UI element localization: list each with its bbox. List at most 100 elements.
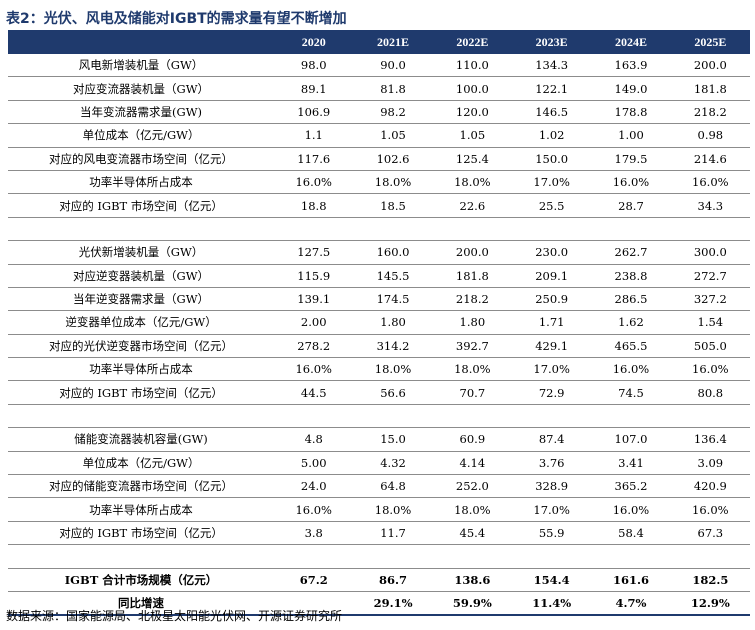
- cell-value: 34.3: [670, 193, 750, 218]
- cell-value: 200.0: [670, 54, 750, 78]
- cell-value: 4.8: [274, 427, 354, 452]
- cell-value: 87.4: [512, 427, 592, 452]
- spacer-cell: [432, 217, 513, 242]
- spacer-cell: [353, 404, 433, 429]
- cell-value: 1.54: [670, 310, 750, 335]
- cell-value: 28.7: [591, 193, 671, 218]
- cell-value: 4.14: [432, 451, 513, 476]
- cell-value: 115.9: [274, 264, 354, 288]
- spacer-cell: [8, 544, 275, 569]
- cell-value: 18.0%: [353, 170, 433, 195]
- cell-value: 230.0: [512, 240, 592, 265]
- cell-value: 252.0: [432, 474, 513, 499]
- spacer-cell: [670, 217, 750, 242]
- cell-value: 11.7: [353, 521, 433, 546]
- cell-value: 3.09: [670, 451, 750, 476]
- spacer-cell: [274, 404, 354, 429]
- cell-value: 120.0: [432, 100, 513, 125]
- row-label: 对应的 IGBT 市场空间（亿元）: [8, 193, 275, 218]
- cell-value: 16.0%: [274, 170, 354, 195]
- cell-value: 209.1: [512, 264, 592, 288]
- cell-value: 18.5: [353, 193, 433, 218]
- table-row: 功率半导体所占成本 16.0% 18.0% 18.0% 17.0% 16.0% 16.0%: [8, 497, 750, 522]
- cell-value: 139.1: [274, 287, 354, 312]
- cell-value: 328.9: [512, 474, 592, 499]
- cell-value: 64.8: [353, 474, 433, 499]
- spacer-cell: [432, 404, 513, 429]
- header-year: 2020: [274, 30, 354, 54]
- row-label: 对应的 IGBT 市场空间（亿元）: [8, 521, 275, 546]
- row-label: 当年变流器需求量(GW): [8, 100, 275, 125]
- row-label: 当年逆变器需求量（GW）: [8, 287, 275, 312]
- spacer-cell: [8, 404, 275, 429]
- spacer-cell: [670, 404, 750, 429]
- cell-value: 136.4: [670, 427, 750, 452]
- spacer-row: [8, 404, 750, 429]
- cell-value: 138.6: [432, 568, 513, 592]
- cell-value: 18.0%: [432, 497, 513, 522]
- table-row: 当年变流器需求量(GW) 106.9 98.2 120.0 146.5 178.8 218.…: [8, 100, 750, 125]
- cell-value: 250.9: [512, 287, 592, 312]
- cell-value: 127.5: [274, 240, 354, 265]
- cell-value: 4.7%: [591, 591, 671, 617]
- row-label: 功率半导体所占成本: [8, 357, 275, 382]
- spacer-cell: [353, 544, 433, 569]
- cell-value: 179.5: [591, 147, 671, 171]
- table-row: 对应的 IGBT 市场空间（亿元） 18.8 18.5 22.6 25.5 28.7 34.…: [8, 193, 750, 218]
- header-corner: [8, 30, 275, 54]
- cell-value: 107.0: [591, 427, 671, 452]
- cell-value: 0.98: [670, 123, 750, 148]
- cell-value: 80.8: [670, 380, 750, 405]
- cell-value: 16.0%: [591, 357, 671, 382]
- cell-value: 1.1: [274, 123, 354, 148]
- cell-value: 29.1%: [353, 591, 433, 617]
- table-row: 对应的风电变流器市场空间（亿元） 117.6 102.6 125.4 150.0 179.…: [8, 147, 750, 171]
- table-row: 对应的 IGBT 市场空间（亿元） 44.5 56.6 70.7 72.9 74.5 80.…: [8, 380, 750, 405]
- cell-value: 1.80: [353, 310, 433, 335]
- cell-value: 18.0%: [353, 497, 433, 522]
- spacer-cell: [353, 217, 433, 242]
- row-label: 功率半导体所占成本: [8, 497, 275, 522]
- cell-value: 146.5: [512, 100, 592, 125]
- cell-value: 16.0%: [670, 497, 750, 522]
- cell-value: 1.71: [512, 310, 592, 335]
- cell-value: 286.5: [591, 287, 671, 312]
- cell-value: 5.00: [274, 451, 354, 476]
- spacer-cell: [432, 544, 513, 569]
- cell-value: 67.2: [274, 568, 354, 592]
- spacer-cell: [274, 544, 354, 569]
- cell-value: 98.2: [353, 100, 433, 125]
- header-row: 2020 2021E 2022E 2023E 2024E 2025E: [8, 30, 750, 54]
- cell-value: 3.41: [591, 451, 671, 476]
- table-row: 对应的储能变流器市场空间（亿元） 24.0 64.8 252.0 328.9 365.2 4…: [8, 474, 750, 499]
- cell-value: 12.9%: [670, 591, 750, 617]
- cell-value: 272.7: [670, 264, 750, 288]
- cell-value: 327.2: [670, 287, 750, 312]
- table-title: 表2：光伏、风电及储能对IGBT的需求量有望不断增加: [6, 11, 347, 27]
- spacer-cell: [8, 217, 275, 242]
- cell-value: 218.2: [670, 100, 750, 125]
- cell-value: 174.5: [353, 287, 433, 312]
- spacer-cell: [591, 217, 671, 242]
- cell-value: 429.1: [512, 334, 592, 359]
- header-year: 2021E: [353, 30, 433, 54]
- cell-value: 16.0%: [274, 497, 354, 522]
- row-label: 储能变流器装机容量(GW): [8, 427, 275, 452]
- cell-value: 181.8: [670, 76, 750, 101]
- cell-value: 16.0%: [591, 497, 671, 522]
- row-label: 对应的光伏逆变器市场空间（亿元）: [8, 334, 275, 359]
- cell-value: 81.8: [353, 76, 433, 101]
- cell-value: 1.05: [432, 123, 513, 148]
- cell-value: 102.6: [353, 147, 433, 171]
- header-year: 2025E: [670, 30, 750, 54]
- cell-value: 505.0: [670, 334, 750, 359]
- row-label: 风电新增装机量（GW）: [8, 54, 275, 78]
- cell-value: 300.0: [670, 240, 750, 265]
- table-row: 当年逆变器需求量（GW） 139.1 174.5 218.2 250.9 286.5 327…: [8, 287, 750, 312]
- spacer-cell: [591, 544, 671, 569]
- cell-value: 2.00: [274, 310, 354, 335]
- cell-value: 465.5: [591, 334, 671, 359]
- cell-value: 16.0%: [670, 357, 750, 382]
- row-label: 逆变器单位成本（亿元/GW）: [8, 310, 275, 335]
- cell-value: 125.4: [432, 147, 513, 171]
